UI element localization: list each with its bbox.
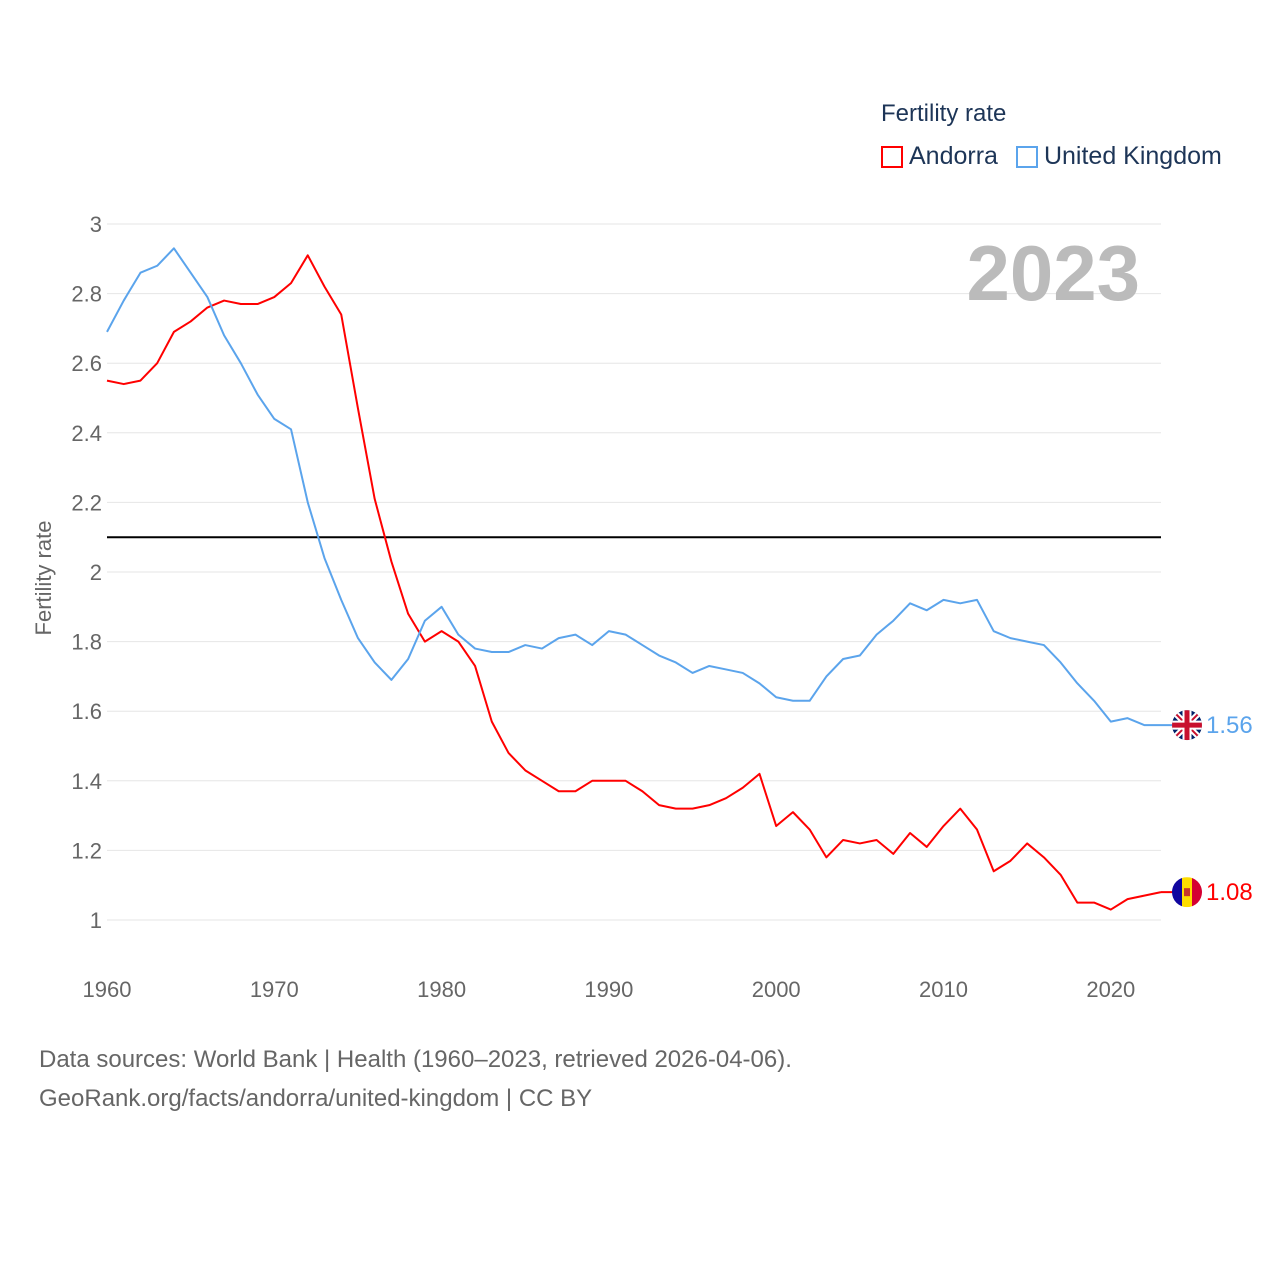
legend-label: Andorra: [909, 142, 998, 170]
y-tick-label: 1.4: [71, 769, 102, 794]
x-tick-label: 1990: [584, 977, 633, 1002]
y-tick-label: 2.8: [71, 282, 102, 307]
end-value-label: 1.56: [1206, 712, 1253, 739]
x-tick-label: 1960: [83, 977, 132, 1002]
y-tick-label: 1.6: [71, 699, 102, 724]
legend-swatch: [881, 145, 903, 168]
end-value-label: 1.08: [1206, 879, 1253, 906]
y-tick-label: 1: [90, 908, 102, 933]
y-axis-label: Fertility rate: [31, 521, 56, 636]
x-tick-label: 2000: [752, 977, 801, 1002]
series-line-united-kingdom: [106, 247, 1161, 727]
source-text: Data sources: World Bank | Health (1960–…: [39, 1046, 792, 1073]
y-tick-label: 2: [90, 560, 102, 585]
legend-label: United Kingdom: [1043, 142, 1222, 170]
andorra-flag-icon: [1172, 877, 1202, 908]
source-link[interactable]: GeoRank.org/facts/andorra/united-kingdom…: [39, 1085, 593, 1112]
y-tick-label: 2.6: [71, 351, 102, 376]
x-tick-label: 1970: [250, 977, 299, 1002]
legend: Andorra United Kingdom: [881, 142, 1222, 171]
x-tick-label: 1980: [417, 977, 466, 1002]
y-tick-label: 2.2: [71, 490, 102, 515]
series-line-andorra: [106, 254, 1162, 911]
x-tick-label: 2010: [919, 977, 968, 1002]
legend-item-andorra[interactable]: Andorra: [881, 142, 998, 171]
legend-title: Fertility rate: [881, 100, 1007, 127]
year-label: 2023: [966, 229, 1140, 317]
uk-flag-icon: [1172, 710, 1202, 741]
legend-item-united-kingdom[interactable]: United Kingdom: [1015, 142, 1222, 171]
y-tick-label: 3: [90, 212, 102, 237]
y-tick-label: 1.2: [71, 838, 102, 863]
x-tick-label: 2020: [1086, 977, 1135, 1002]
y-tick-label: 1.8: [71, 630, 102, 655]
y-tick-label: 2.4: [71, 421, 102, 446]
legend-swatch: [1015, 145, 1038, 168]
